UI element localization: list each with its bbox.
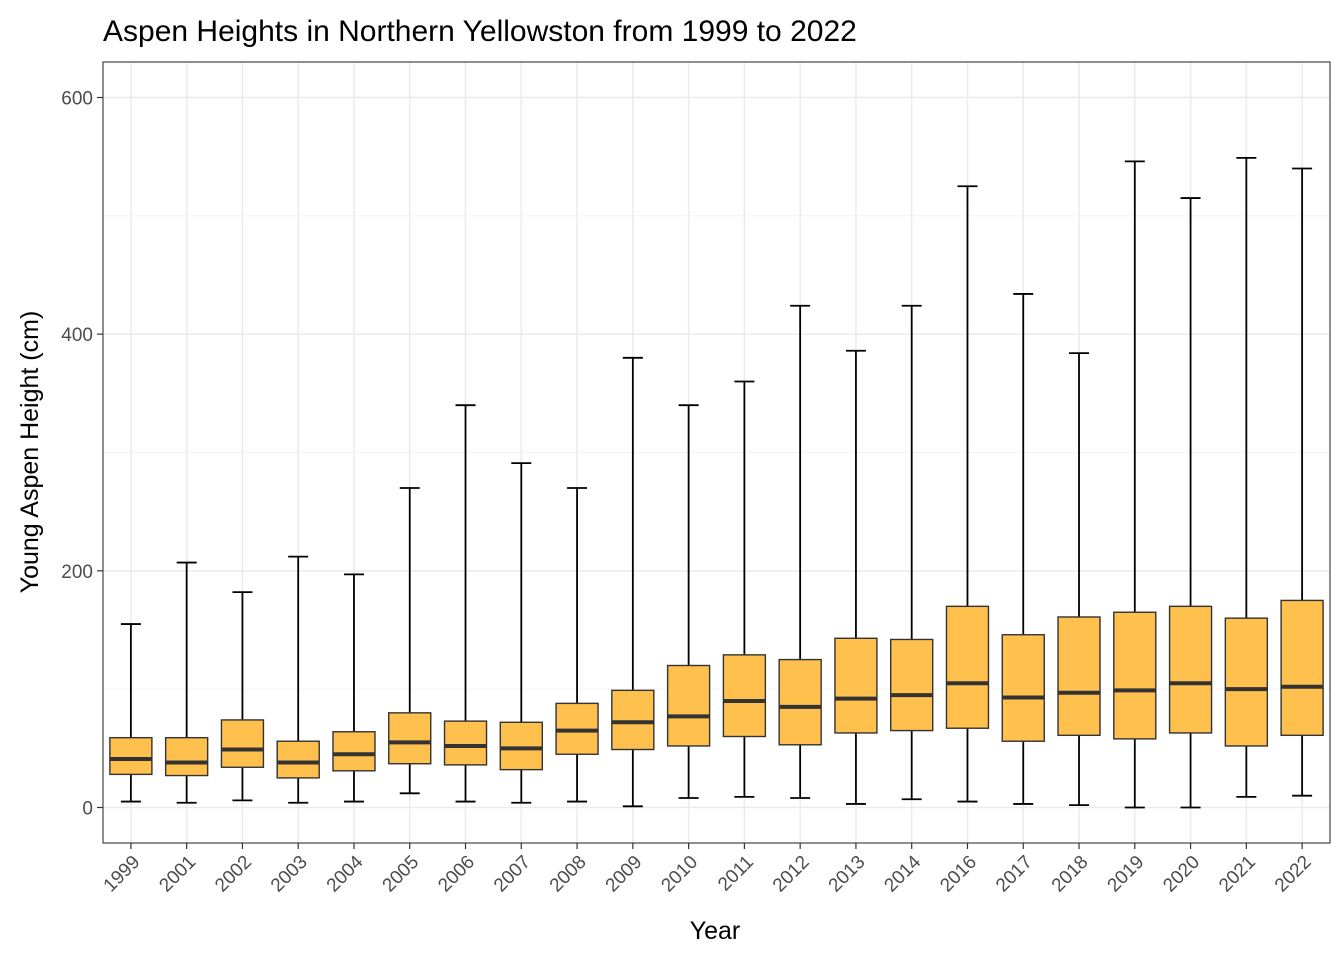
box-body — [945, 605, 990, 729]
box-2011 — [722, 380, 767, 798]
y-tick-label: 400 — [61, 325, 93, 346]
y-tick-label: 200 — [61, 562, 93, 583]
x-tick-label: 2018 — [1048, 852, 1093, 897]
box-2018 — [1057, 352, 1101, 807]
box-2017 — [1001, 293, 1045, 805]
box-2006 — [443, 404, 488, 803]
box-body — [109, 736, 153, 776]
box-2019 — [1113, 160, 1157, 809]
x-tick-label: 2021 — [1215, 852, 1260, 897]
box-body — [499, 721, 543, 771]
x-tick-label: 2012 — [769, 852, 814, 897]
box-2002 — [220, 591, 265, 802]
box-2022 — [1280, 167, 1324, 797]
x-axis-title: Year — [690, 917, 741, 945]
box-body — [276, 740, 320, 779]
box-body — [834, 637, 878, 734]
x-tick-label: 2004 — [323, 851, 368, 896]
x-tick-label: 2005 — [379, 852, 424, 897]
box-2013 — [834, 349, 878, 805]
x-tick-label: 2007 — [490, 852, 535, 897]
box-2012 — [778, 304, 822, 799]
box-body — [332, 731, 376, 772]
box-body — [1057, 616, 1101, 737]
box-2008 — [555, 487, 599, 803]
y-axis-title: Young Aspen Height (cm) — [16, 311, 44, 594]
y-tick-label: 600 — [61, 89, 93, 110]
x-tick-label: 2014 — [880, 851, 925, 896]
boxes-group — [109, 156, 1324, 809]
x-tick-label: 2020 — [1159, 852, 1204, 897]
x-tick-label: 2002 — [211, 852, 256, 897]
box-body — [443, 720, 488, 766]
box-2003 — [276, 555, 320, 804]
box-body — [1113, 611, 1157, 740]
box-body — [1001, 634, 1045, 742]
box-body — [1280, 599, 1324, 737]
box-2004 — [332, 573, 376, 803]
box-2021 — [1224, 156, 1269, 798]
box-body — [388, 712, 432, 765]
x-tick-label: 2010 — [657, 852, 702, 897]
box-body — [1168, 605, 1213, 734]
box-2009 — [611, 356, 655, 808]
chart-title: Aspen Heights in Northern Yellowston fro… — [103, 15, 857, 48]
box-body — [666, 664, 711, 747]
x-tick-label: 2008 — [546, 852, 591, 897]
box-body — [1224, 617, 1269, 747]
x-tick-label: 2016 — [936, 852, 981, 897]
box-2016 — [945, 185, 990, 803]
box-1999 — [109, 623, 153, 803]
box-body — [722, 654, 767, 738]
box-2007 — [499, 462, 543, 804]
y-axis: 0 200 400 600 — [61, 89, 103, 820]
x-tick-label: 2006 — [434, 852, 479, 897]
box-2005 — [388, 487, 432, 795]
x-tick-label: 1999 — [100, 852, 145, 897]
x-tick-label: 2017 — [992, 852, 1037, 897]
box-2020 — [1168, 197, 1213, 809]
x-tick-label: 2022 — [1271, 852, 1316, 897]
x-tick-label: 2003 — [267, 852, 312, 897]
box-body — [220, 719, 265, 768]
x-tick-label: 2013 — [825, 852, 870, 897]
y-tick-label: 0 — [82, 799, 93, 820]
box-2014 — [890, 304, 934, 801]
box-body — [778, 658, 822, 746]
x-axis: 1999 2001 2002 2003 2004 2005 2006 2007 2008 2009… — [100, 843, 1316, 896]
box-body — [164, 736, 209, 777]
x-tick-label: 2019 — [1104, 852, 1149, 897]
box-body — [890, 638, 934, 732]
box-body — [611, 689, 655, 751]
x-tick-label: 2001 — [155, 852, 200, 897]
box-2010 — [666, 404, 711, 799]
box-2001 — [164, 561, 209, 804]
x-tick-label: 2011 — [714, 852, 758, 896]
x-tick-label: 2009 — [602, 852, 647, 897]
plot-panel-border — [102, 61, 1331, 844]
